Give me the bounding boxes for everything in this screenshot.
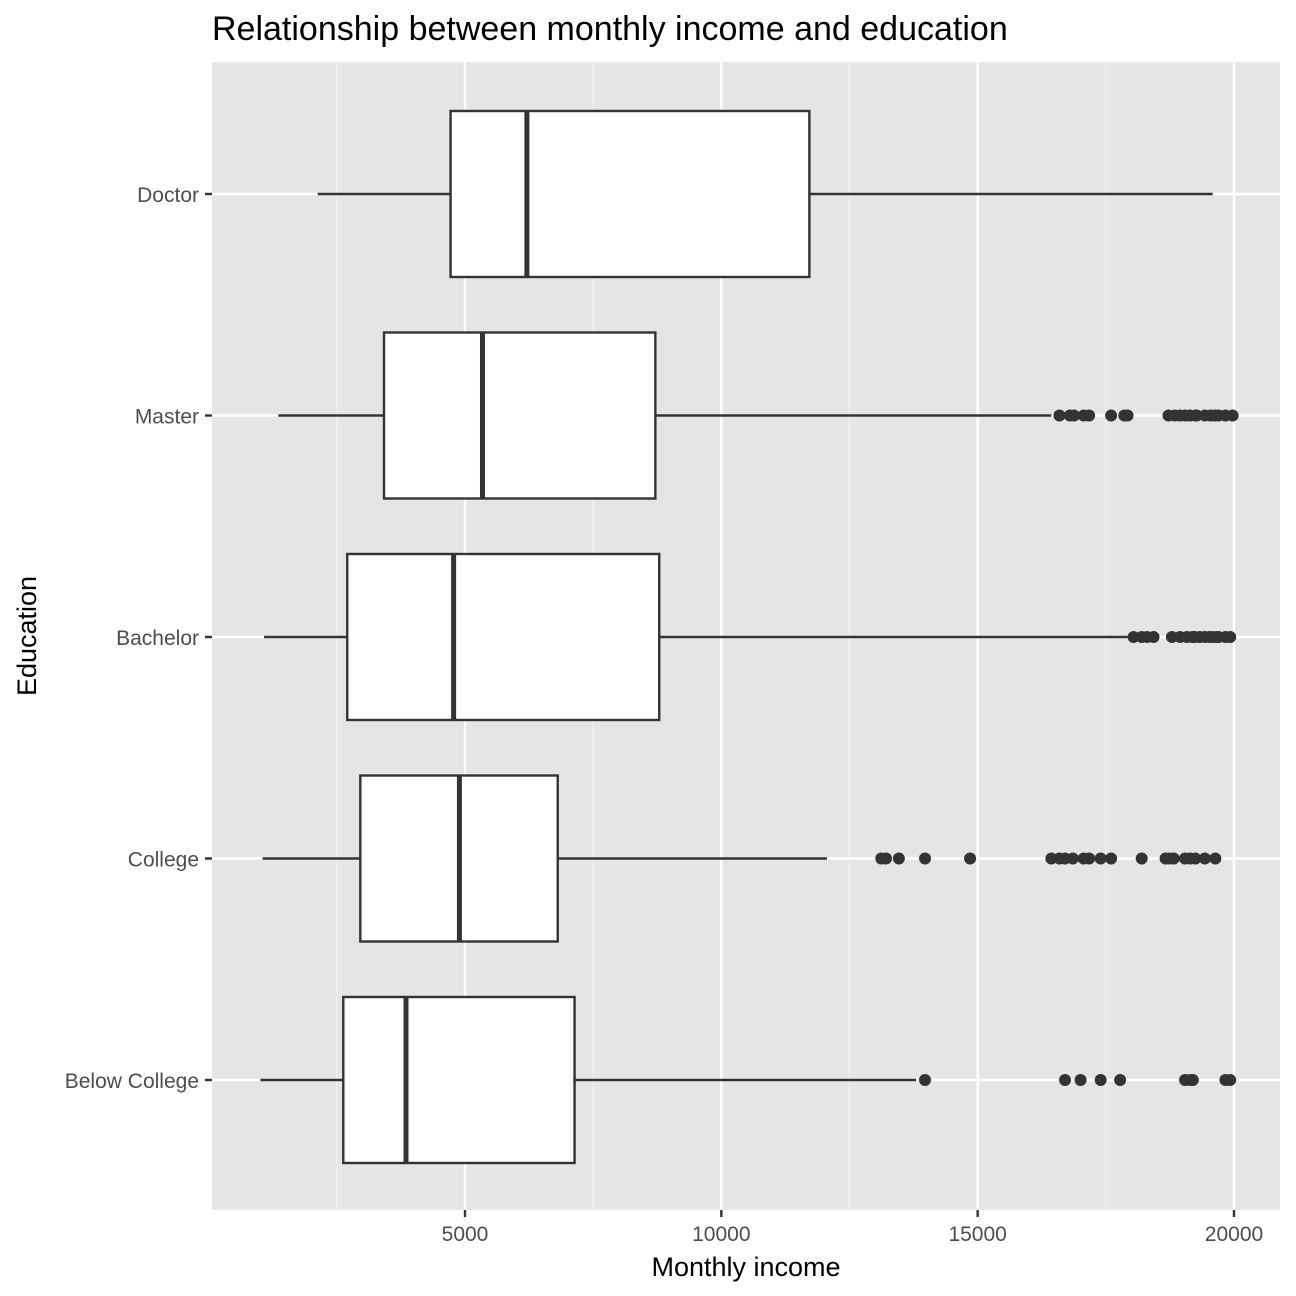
outlier-point	[1209, 852, 1222, 865]
outlier-point	[1083, 409, 1096, 422]
outlier-point	[1224, 631, 1237, 643]
outlier-point	[1224, 1074, 1237, 1086]
x-tick-label: 15000	[948, 1223, 1006, 1246]
outlier-point	[1167, 852, 1180, 865]
outlier-point	[1068, 409, 1081, 422]
x-tick-label: 20000	[1205, 1223, 1263, 1246]
axes: 5000 10000 15000 20000 Below College College B…	[65, 184, 1263, 1246]
box-doctor	[317, 109, 1213, 279]
outlier-point	[880, 852, 893, 865]
outlier-point	[1053, 409, 1066, 422]
y-tick-label: College	[128, 849, 199, 872]
outlier-point	[1114, 1074, 1127, 1086]
outlier-point	[1189, 852, 1202, 865]
iqr-box	[449, 109, 811, 279]
iqr-box	[342, 995, 576, 1165]
outlier-point	[892, 852, 905, 865]
x-tick-label: 10000	[692, 1223, 750, 1246]
box-master	[278, 331, 1239, 500]
outlier-point	[1059, 1074, 1072, 1086]
iqr-box	[346, 552, 661, 722]
y-axis-title: Education	[12, 576, 42, 696]
outlier-point	[1226, 409, 1239, 422]
outlier-point	[1083, 852, 1096, 865]
outlier-point	[1094, 1074, 1107, 1086]
outlier-point	[1074, 1074, 1087, 1086]
outlier-point	[1135, 852, 1148, 865]
x-tick-label: 5000	[442, 1223, 489, 1246]
y-tick-label: Below College	[65, 1070, 199, 1093]
boxes	[260, 109, 1239, 1165]
box-below-college	[260, 995, 1237, 1165]
outlier-point	[1094, 852, 1107, 865]
outlier-point	[1105, 852, 1118, 865]
outlier-point	[919, 852, 932, 865]
outlier-point	[1198, 852, 1211, 865]
outlier-point	[964, 852, 977, 865]
outlier-point	[1066, 852, 1079, 865]
y-tick-label: Bachelor	[116, 627, 199, 650]
y-tick-label: Master	[135, 406, 199, 429]
y-tick-label: Doctor	[137, 184, 199, 207]
x-axis-title: Monthly income	[651, 1252, 840, 1282]
chart-title: Relationship between monthly income and …	[212, 10, 1008, 48]
outlier-point	[1147, 631, 1160, 643]
outlier-point	[1186, 1074, 1199, 1086]
box-bachelor	[264, 552, 1237, 722]
iqr-box	[382, 331, 657, 500]
outlier-point	[919, 1074, 932, 1086]
outlier-point	[1105, 409, 1118, 422]
box-college	[262, 774, 1222, 943]
outlier-point	[1121, 409, 1134, 422]
